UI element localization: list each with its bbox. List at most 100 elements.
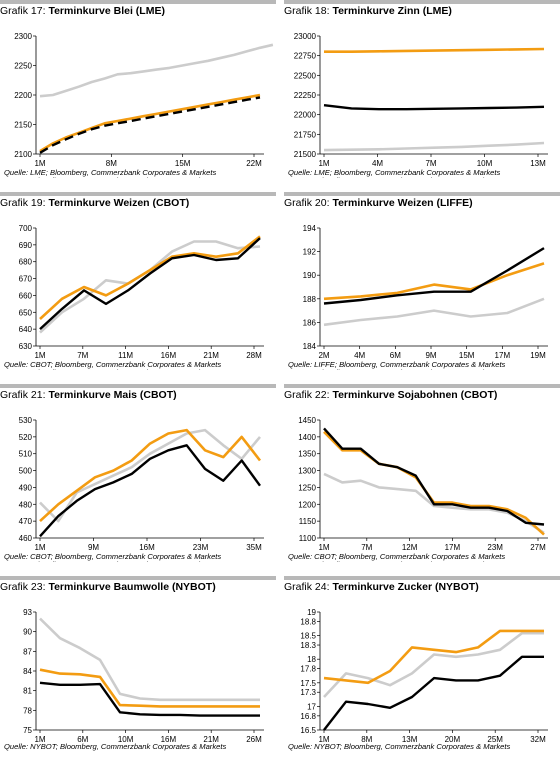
y-tick-label: 22250 bbox=[294, 91, 317, 100]
series-line-aktuell bbox=[324, 47, 545, 54]
chart-title: Grafik 22: Terminkurve Sojabohnen (CBOT) bbox=[284, 389, 497, 401]
legend-label-woche: vor einer Woche bbox=[100, 176, 155, 178]
chart-name: Terminkurve Blei (LME) bbox=[48, 5, 165, 17]
chart-panel-g19: Grafik 19: Terminkurve Weizen (CBOT) Quel… bbox=[0, 192, 276, 382]
x-tick-label: 1M bbox=[34, 159, 45, 168]
series-line-aktuell bbox=[39, 668, 260, 708]
x-tick-label: 10M bbox=[118, 735, 134, 744]
legend-label-monat: vor einem Monat bbox=[466, 176, 523, 178]
panel-divider bbox=[284, 576, 560, 580]
grafik-number: Grafik 21: bbox=[0, 389, 46, 401]
y-tick-label: 21500 bbox=[294, 150, 317, 159]
grafik-number: Grafik 22: bbox=[284, 389, 330, 401]
grafik-number: Grafik 24: bbox=[284, 581, 330, 593]
x-tick-label: 6M bbox=[77, 735, 88, 744]
chart-svg: 1100 1150 1200 1250 1300 1350 1400 1450 1M 7M 12M 1… bbox=[298, 416, 548, 562]
chart-title: Grafik 20: Terminkurve Weizen (LIFFE) bbox=[284, 197, 473, 209]
chart-panel-g18: Grafik 18: Terminkurve Zinn (LME) Quelle:… bbox=[284, 0, 560, 190]
chart-name: Terminkurve Weizen (CBOT) bbox=[48, 197, 190, 209]
x-tick-label: 8M bbox=[106, 159, 117, 168]
y-tick-label: 700 bbox=[19, 224, 33, 233]
chart-source: Quelle: CBOT; Bloomberg, Commerzbank Cor… bbox=[288, 552, 506, 561]
x-tick-label: 4M bbox=[372, 159, 383, 168]
series-line-aktuell bbox=[323, 430, 545, 536]
y-tick-label: 1300 bbox=[298, 467, 316, 476]
x-tick-label: 28M bbox=[246, 351, 262, 360]
y-tick-label: 192 bbox=[303, 248, 317, 257]
chart-svg: 757881848790931M6M10M16M21M26Maktuellvor… bbox=[23, 608, 264, 744]
y-tick-label: 87 bbox=[23, 647, 32, 656]
series-line-aktuell bbox=[39, 428, 262, 523]
series-line-monat bbox=[323, 297, 545, 327]
y-tick-label: 630 bbox=[19, 342, 33, 351]
chart-title: Grafik 19: Terminkurve Weizen (CBOT) bbox=[0, 197, 189, 209]
x-tick-label: 21M bbox=[203, 735, 219, 744]
chart-source: Quelle: NYBOT; Bloomberg, Commerzbank Co… bbox=[288, 742, 511, 751]
chart-svg: 21500 21750 22000 22250 22500 22750 23000 1M 4M 7… bbox=[294, 32, 548, 178]
chart-source: Quelle: LME; Bloomberg, Commerzbank Corp… bbox=[4, 168, 217, 177]
chart-name: Terminkurve Baumwolle (NYBOT) bbox=[48, 581, 216, 593]
x-tick-label: 15M bbox=[175, 159, 191, 168]
series-line-monat bbox=[323, 631, 544, 698]
chart-svg: 630 640 650 660 670 680 690 700 1M 7M 11M 16M 21M 28M… bbox=[19, 224, 264, 370]
y-tick-label: 470 bbox=[19, 517, 33, 526]
grafik-number: Grafik 18: bbox=[284, 5, 330, 17]
x-tick-label: 1M bbox=[318, 159, 329, 168]
series-line-woche bbox=[39, 237, 261, 330]
y-tick-label: 186 bbox=[303, 318, 317, 327]
panel-divider bbox=[0, 576, 276, 580]
chart-source: Quelle: CBOT; Bloomberg, Commerzbank Cor… bbox=[4, 360, 222, 369]
panel-divider bbox=[0, 0, 276, 4]
y-tick-label: 530 bbox=[19, 416, 33, 425]
y-tick-label: 93 bbox=[23, 608, 32, 617]
y-tick-label: 500 bbox=[19, 467, 33, 476]
y-tick-label: 640 bbox=[19, 325, 33, 334]
chart-source: Quelle: NYBOT; Bloomberg, Commerzbank Co… bbox=[4, 742, 227, 751]
chart-title: Grafik 17: Terminkurve Blei (LME) bbox=[0, 5, 165, 17]
chart-name: Terminkurve Mais (CBOT) bbox=[48, 389, 177, 401]
panel-divider bbox=[284, 0, 560, 4]
y-tick-label: 690 bbox=[19, 241, 33, 250]
y-tick-label: 670 bbox=[19, 275, 33, 284]
y-tick-label: 90 bbox=[23, 628, 32, 637]
y-tick-label: 2300 bbox=[14, 32, 32, 41]
chart-title: Grafik 24: Terminkurve Zucker (NYBOT) bbox=[284, 581, 479, 593]
series-line-woche bbox=[39, 444, 261, 538]
series-line-aktuell bbox=[39, 235, 261, 320]
grafik-number: Grafik 23: bbox=[0, 581, 46, 593]
chart-name: Terminkurve Sojabohnen (CBOT) bbox=[332, 389, 498, 401]
panel-divider bbox=[0, 192, 276, 196]
y-tick-label: 2200 bbox=[14, 91, 32, 100]
chart-source: Quelle: CBOT; Bloomberg, Commerzbank Cor… bbox=[4, 552, 222, 561]
y-tick-label: 17 bbox=[307, 702, 316, 711]
panel-divider bbox=[0, 384, 276, 388]
y-tick-label: 18.3 bbox=[300, 641, 316, 650]
series-line-monat bbox=[39, 428, 261, 523]
y-tick-label: 460 bbox=[19, 534, 33, 543]
y-tick-label: 1400 bbox=[298, 433, 316, 442]
series-line-monat bbox=[323, 472, 545, 534]
legend-label-monat: vor einem Monat bbox=[466, 368, 523, 370]
series-line-woche bbox=[323, 427, 545, 526]
legend-label-woche: vor einer Woche bbox=[384, 560, 439, 562]
legend-label-woche: vor einer Woche bbox=[100, 368, 155, 370]
x-tick-label: 7M bbox=[361, 543, 372, 552]
chart-name: Terminkurve Zinn (LME) bbox=[332, 5, 452, 17]
series-line-monat bbox=[323, 141, 545, 152]
series-line-woche bbox=[323, 247, 545, 305]
y-tick-label: 18.5 bbox=[300, 632, 316, 641]
y-tick-label: 184 bbox=[303, 342, 317, 351]
x-tick-label: 6M bbox=[390, 351, 401, 360]
x-tick-label: 17M bbox=[495, 351, 511, 360]
y-tick-label: 2250 bbox=[14, 62, 32, 71]
y-tick-label: 16.5 bbox=[300, 726, 316, 735]
chart-title: Grafik 18: Terminkurve Zinn (LME) bbox=[284, 5, 452, 17]
chart-svg: 184 186 188 190 192 194 2M 4M 6M 9M 15M 17M 19M aktue… bbox=[303, 224, 548, 370]
chart-source: Quelle: LME; Bloomberg, Commerzbank Corp… bbox=[288, 168, 501, 177]
x-tick-label: 23M bbox=[193, 543, 209, 552]
panel-divider bbox=[284, 192, 560, 196]
x-tick-label: 35M bbox=[246, 543, 262, 552]
y-tick-label: 190 bbox=[303, 271, 317, 280]
series-line-aktuell bbox=[39, 93, 261, 153]
y-tick-label: 1250 bbox=[298, 483, 316, 492]
